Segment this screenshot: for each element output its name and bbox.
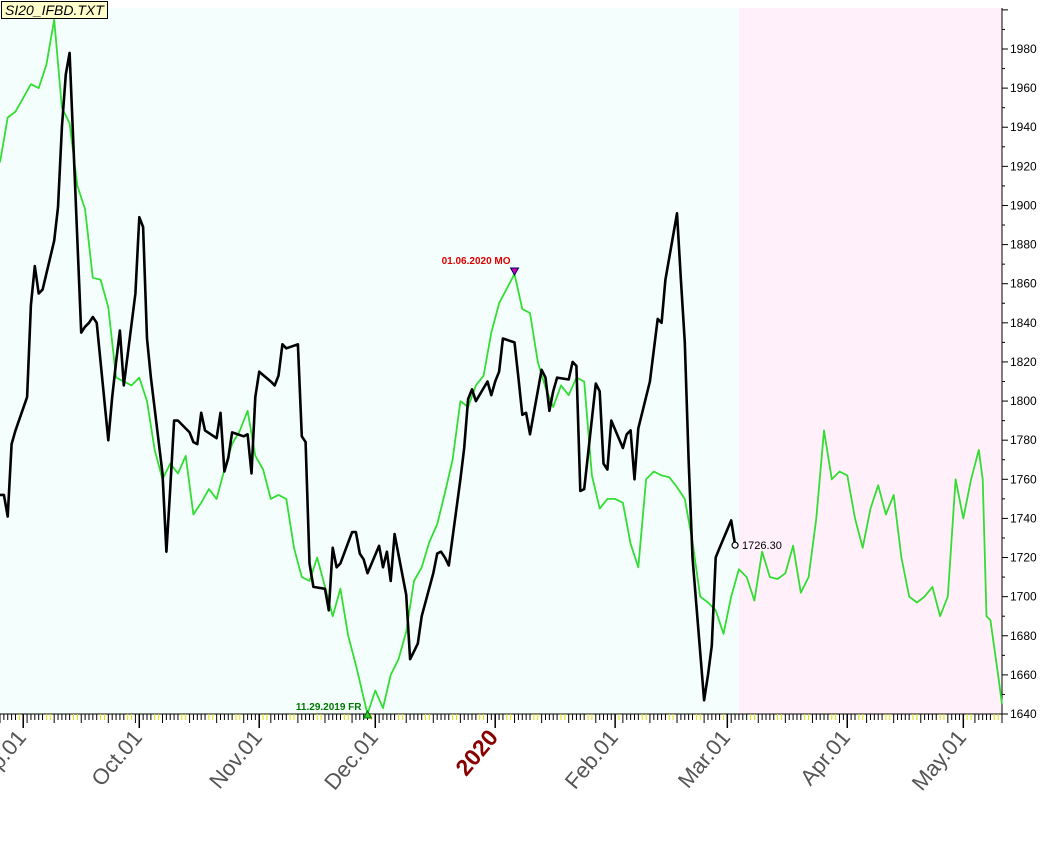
y-tick-label: 1660 [1010,668,1037,682]
y-tick-label: 1940 [1010,120,1037,134]
y-tick-label: 1840 [1010,316,1037,330]
x-tick-label: Feb.01 [560,725,623,794]
forecast-background [738,8,1002,714]
chart-title: SI20_IFBD.TXT [1,1,108,19]
y-tick-label: 1900 [1010,198,1037,212]
high-marker [509,267,520,276]
y-tick-label: 1640 [1010,707,1037,721]
last-value-label: 1726.30 [742,540,782,552]
y-tick-label: 1680 [1010,629,1037,643]
x-tick-label: Mar.01 [673,725,735,793]
x-axis: Sep.01 Oct.01 Nov.01 Dec.01 2020 Feb.01 Mar.01… [0,713,1003,795]
y-tick-label: 1820 [1010,355,1037,369]
low-date-label: 11.29.2019 FR [296,702,362,713]
last-value-marker [731,541,739,549]
y-tick-label: 1920 [1010,159,1037,173]
y-tick-label: 1720 [1010,551,1037,565]
y-tick-label: 1740 [1010,511,1037,525]
y-tick-label: 1960 [1010,81,1037,95]
y-tick-label: 1800 [1010,394,1037,408]
y-tick-label: 1880 [1010,238,1037,252]
x-tick-label: Sep.01 [0,725,31,794]
y-tick-label: 1980 [1010,42,1037,56]
x-tick-label: 2020 [450,725,503,781]
x-tick-label: Oct.01 [86,725,147,791]
y-tick-label: 1860 [1010,277,1037,291]
x-tick-label: Nov.01 [204,725,267,793]
y-tick-label: 1760 [1010,472,1037,486]
price-series-line [0,51,737,702]
high-date-label: 01.06.2020 MO [442,256,511,267]
y-tick-label: 1780 [1010,433,1037,447]
x-tick-label: Dec.01 [319,725,383,794]
x-tick-label: May.01 [907,725,971,795]
x-tick-label: Apr.01 [795,725,855,790]
y-tick-label: 1700 [1010,590,1037,604]
y-axis: 1640 1660 1680 1700 1720 1740 1760 1780 1800 1820… [1001,8,1037,721]
history-background [0,8,739,714]
low-marker [362,709,373,719]
